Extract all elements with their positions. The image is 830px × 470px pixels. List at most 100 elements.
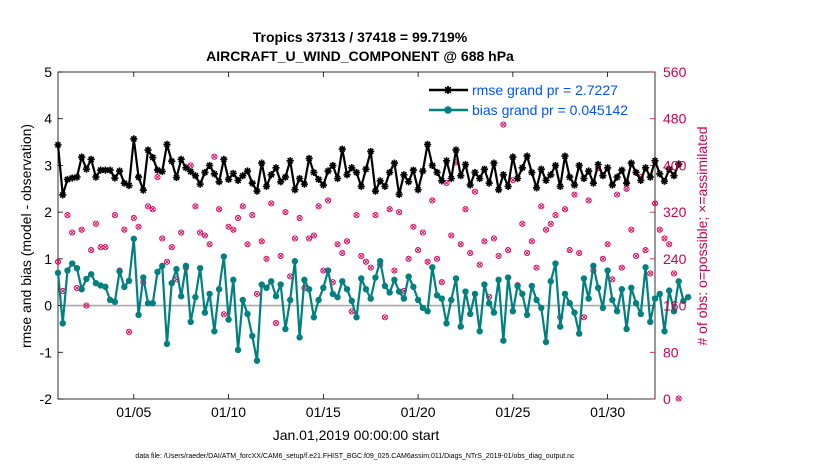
rmse-point: [490, 159, 498, 167]
obs-assimilated-marker: [368, 265, 373, 270]
bias-point: [244, 310, 251, 318]
obs-count-point: [135, 223, 142, 230]
obs-possible-marker: [282, 209, 289, 216]
obs-count-point: [268, 200, 275, 207]
obs-count-point: [263, 255, 270, 262]
rmse-point: [509, 153, 517, 161]
bias-point: [177, 293, 185, 300]
obs-assimilated-marker: [164, 259, 170, 264]
obs-assimilated-marker: [250, 212, 255, 218]
rmse-point: [144, 146, 152, 154]
obs-possible-marker: [661, 235, 668, 242]
obs-possible-marker: [325, 197, 332, 204]
obs-count-point: [102, 244, 109, 251]
obs-possible-marker: [542, 226, 550, 233]
obs-assimilated-marker: [562, 207, 568, 212]
bias-point: [433, 292, 441, 299]
rmse-point: [111, 174, 119, 182]
obs-count-point: [69, 229, 76, 236]
bias-point: [102, 283, 109, 291]
obs-assimilated-marker: [657, 227, 662, 232]
rmse-point: [367, 147, 375, 156]
obs-possible-marker: [448, 232, 455, 239]
rmse-point: [438, 177, 446, 185]
obs-assimilated-marker: [74, 285, 80, 291]
rmse-point: [518, 164, 526, 172]
rmse-point: [201, 168, 209, 177]
bias-point: [324, 267, 332, 274]
rmse-point: [163, 140, 171, 149]
obs-count-point: [642, 247, 649, 254]
obs-count-point: [538, 203, 545, 210]
obs-assimilated-marker: [103, 244, 108, 250]
rmse-point: [296, 174, 304, 183]
rmse-point: [613, 173, 621, 181]
rmse-point: [637, 176, 645, 184]
obs-count-point: [666, 241, 673, 248]
rmse-point: [409, 166, 417, 174]
bias-point: [182, 262, 190, 270]
rmse-point: [357, 182, 365, 191]
obs-assimilated-marker: [316, 204, 321, 209]
obs-assimilated-marker: [496, 253, 501, 259]
obs-assimilated-marker: [629, 227, 634, 232]
bias-point: [310, 314, 318, 321]
obs-assimilated-marker: [572, 192, 577, 197]
obs-count-point: [519, 220, 526, 227]
rmse-point: [537, 165, 545, 173]
obs-possible-marker: [429, 197, 436, 204]
obs-possible-marker: [604, 241, 611, 248]
bias-point: [343, 286, 351, 293]
rmse-point: [310, 168, 318, 177]
obs-count-point: [296, 214, 303, 222]
rmse-point: [210, 170, 218, 178]
obs-assimilated-marker: [676, 396, 681, 401]
rmse-point: [272, 164, 280, 172]
obs-possible-marker: [64, 212, 71, 219]
bias-point: [187, 318, 194, 326]
obs-possible-marker: [495, 252, 502, 259]
rmse-point: [532, 184, 541, 192]
obs-assimilated-marker: [567, 247, 572, 253]
rmse-point: [319, 181, 327, 189]
bias-point: [286, 296, 294, 304]
obs-assimilated-marker: [178, 230, 184, 235]
rmse-point: [68, 174, 76, 182]
bias-point: [163, 340, 171, 348]
bias-point: [637, 310, 644, 318]
obs-assimilated-marker: [619, 265, 625, 270]
rmse-point: [120, 179, 128, 187]
rmse-point: [580, 174, 588, 183]
obs-assimilated-marker: [65, 212, 70, 218]
rmse-point: [390, 159, 399, 167]
obs-assimilated-marker: [202, 233, 208, 238]
obs-possible-marker: [367, 264, 374, 271]
rmse-point: [547, 171, 555, 179]
obs-possible-marker: [410, 223, 417, 230]
rmse-point: [447, 174, 455, 183]
bias-point: [533, 296, 540, 304]
bias-point: [647, 318, 654, 326]
obs-count-point: [675, 395, 682, 402]
rmse-point: [651, 157, 659, 165]
rmse-point: [92, 173, 100, 181]
bias-point: [391, 276, 398, 284]
bias-point: [575, 330, 583, 337]
obs-count-point: [661, 235, 668, 242]
bias-point: [386, 289, 393, 296]
y2-tick-label: 560: [663, 64, 687, 80]
obs-count-point: [410, 223, 417, 230]
obs-count-point: [576, 249, 583, 257]
obs-assimilated-marker: [69, 230, 75, 235]
obs-count-point: [604, 241, 611, 248]
bias-point: [528, 282, 536, 290]
obs-possible-marker: [216, 206, 223, 213]
obs-assimilated-marker: [373, 212, 378, 218]
bias-point: [500, 337, 507, 344]
rmse-point: [405, 178, 413, 186]
bias-point: [220, 253, 228, 260]
bias-point: [661, 328, 668, 335]
obs-count-point: [358, 252, 365, 259]
obs-assimilated-marker: [283, 209, 288, 215]
obs-possible-marker: [154, 174, 161, 181]
